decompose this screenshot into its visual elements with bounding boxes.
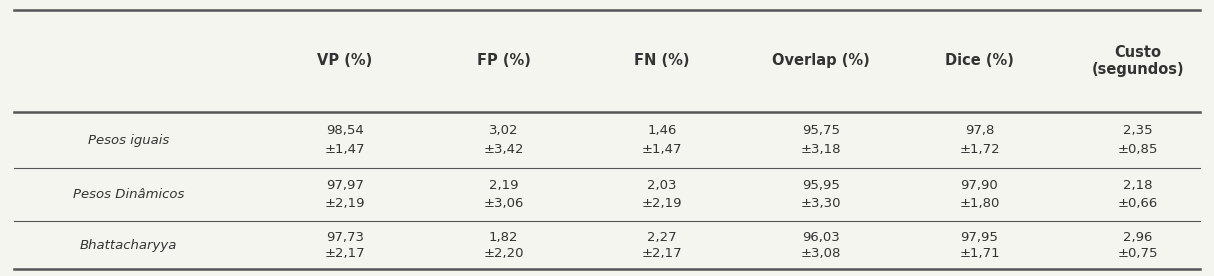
Text: 97,97: 97,97 (325, 179, 364, 192)
Text: 2,27: 2,27 (647, 231, 677, 244)
Text: VP (%): VP (%) (317, 53, 373, 68)
Text: 1,82: 1,82 (489, 231, 518, 244)
Text: ±0,75: ±0,75 (1118, 247, 1158, 260)
Text: Custo
(segundos): Custo (segundos) (1091, 45, 1185, 77)
Text: ±3,30: ±3,30 (800, 197, 841, 210)
Text: Pesos Dinâmicos: Pesos Dinâmicos (73, 188, 185, 201)
Text: 96,03: 96,03 (802, 231, 840, 244)
Text: Pesos iguais: Pesos iguais (87, 134, 169, 147)
Text: ±3,06: ±3,06 (483, 197, 523, 210)
Text: ±2,17: ±2,17 (642, 247, 682, 260)
Text: FP (%): FP (%) (477, 53, 531, 68)
Text: Bhattacharyya: Bhattacharyya (80, 239, 177, 252)
Text: ±2,20: ±2,20 (483, 247, 523, 260)
Text: ±1,71: ±1,71 (959, 247, 1000, 260)
Text: ±2,19: ±2,19 (324, 197, 365, 210)
Text: 2,19: 2,19 (489, 179, 518, 192)
Text: 2,96: 2,96 (1123, 231, 1153, 244)
Text: Overlap (%): Overlap (%) (772, 53, 869, 68)
Text: ±2,17: ±2,17 (324, 247, 365, 260)
Text: 2,03: 2,03 (647, 179, 677, 192)
Text: ±1,80: ±1,80 (959, 197, 999, 210)
Text: ±1,47: ±1,47 (324, 143, 365, 156)
Text: ±1,72: ±1,72 (959, 143, 1000, 156)
Text: 97,73: 97,73 (325, 231, 364, 244)
Text: FN (%): FN (%) (635, 53, 690, 68)
Text: 1,46: 1,46 (647, 124, 676, 137)
Text: ±3,18: ±3,18 (800, 143, 841, 156)
Text: 95,75: 95,75 (801, 124, 840, 137)
Text: 95,95: 95,95 (801, 179, 840, 192)
Text: 3,02: 3,02 (489, 124, 518, 137)
Text: ±2,19: ±2,19 (642, 197, 682, 210)
Text: 2,35: 2,35 (1123, 124, 1153, 137)
Text: Dice (%): Dice (%) (944, 53, 1014, 68)
Text: ±0,66: ±0,66 (1118, 197, 1158, 210)
Text: 2,18: 2,18 (1123, 179, 1153, 192)
Text: ±0,85: ±0,85 (1118, 143, 1158, 156)
Text: 97,90: 97,90 (960, 179, 998, 192)
Text: 97,95: 97,95 (960, 231, 998, 244)
Text: ±3,08: ±3,08 (800, 247, 841, 260)
Text: ±1,47: ±1,47 (642, 143, 682, 156)
Text: 97,8: 97,8 (965, 124, 994, 137)
Text: ±3,42: ±3,42 (483, 143, 523, 156)
Text: 98,54: 98,54 (325, 124, 364, 137)
